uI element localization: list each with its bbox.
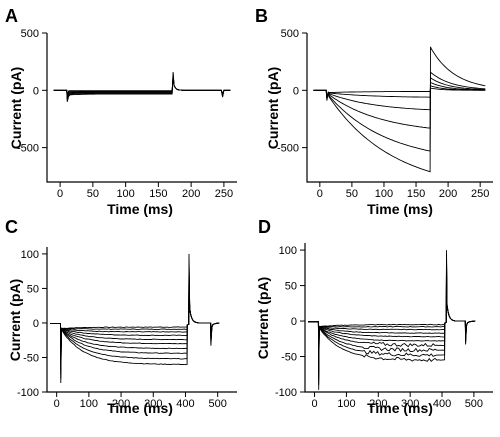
- y-axis-label: Current (pA): [8, 67, 24, 149]
- x-tick-label: 100: [116, 188, 134, 200]
- x-tick-label: 0: [57, 188, 63, 200]
- y-tick-label: 500: [21, 28, 39, 40]
- x-tick-label: 50: [346, 188, 358, 200]
- y-axis-label: Current (pA): [255, 277, 271, 359]
- panel-label: B: [255, 6, 268, 26]
- current-trace-5: [53, 73, 231, 101]
- panel-b: 500 0 -500 0 50 100 150 200 250 Time (ms) Current …: [255, 6, 493, 217]
- current-trace-4: [53, 74, 231, 100]
- y-tick-label: 0: [33, 318, 39, 330]
- current-trace-5: [308, 273, 476, 366]
- y-tick-label: 100: [21, 249, 39, 261]
- x-tick-label: 150: [407, 188, 425, 200]
- x-tick-label: 300: [144, 398, 162, 410]
- current-trace-6: [50, 272, 220, 366]
- current-trace-7: [308, 264, 476, 376]
- axis-lines: [46, 247, 237, 393]
- panel-a: 500 0 -500 0 50 100 150 200 250 Time (ms) Current …: [5, 6, 237, 217]
- x-tick-label: 400: [433, 398, 451, 410]
- current-trace-9: [308, 254, 476, 385]
- current-trace-4: [313, 76, 486, 129]
- x-axis-label: Time (ms): [107, 201, 173, 217]
- axis-lines: [304, 243, 493, 393]
- current-trace-6: [53, 71, 231, 102]
- x-axis-label: Time (ms): [107, 400, 173, 416]
- x-tick-label: 200: [439, 188, 457, 200]
- x-tick-label: 0: [317, 188, 323, 200]
- current-trace-8: [308, 259, 476, 380]
- y-tick-label: 50: [285, 281, 297, 293]
- x-axis-label: Time (ms): [367, 201, 433, 217]
- y-tick-label: 500: [281, 28, 299, 40]
- x-tick-label: 500: [465, 398, 483, 410]
- current-trace-10: [308, 250, 476, 390]
- y-tick-label: -100: [17, 387, 39, 399]
- x-tick-label: 150: [149, 188, 167, 200]
- x-axis-label: Time (ms): [367, 400, 433, 416]
- y-axis-label: Current (pA): [265, 67, 281, 149]
- y-tick-label: 100: [279, 245, 297, 257]
- y-tick-label: 0: [291, 316, 297, 328]
- current-trace-2: [50, 290, 220, 349]
- current-trace-10: [50, 253, 220, 384]
- current-trace-2: [313, 85, 486, 98]
- x-tick-label: 250: [471, 188, 489, 200]
- x-tick-label: 300: [401, 398, 419, 410]
- panel-label: A: [5, 6, 18, 26]
- current-trace-4: [308, 278, 476, 361]
- x-tick-label: 0: [311, 398, 317, 410]
- current-trace-6: [313, 46, 486, 173]
- axis-lines: [46, 33, 237, 183]
- x-tick-label: 0: [54, 398, 60, 410]
- x-tick-label: 200: [112, 398, 130, 410]
- current-trace-1: [308, 292, 476, 346]
- y-tick-label: -500: [277, 143, 299, 155]
- x-tick-label: 400: [176, 398, 194, 410]
- axis-lines: [306, 33, 493, 183]
- current-trace-1: [50, 295, 220, 345]
- x-tick-label: 200: [369, 398, 387, 410]
- panel-label: C: [5, 217, 18, 237]
- y-tick-label: 0: [293, 85, 299, 97]
- x-tick-label: 100: [337, 398, 355, 410]
- y-axis-label: Current (pA): [7, 279, 23, 361]
- x-tick-label: 500: [208, 398, 226, 410]
- current-trace-5: [313, 70, 486, 152]
- y-tick-label: 0: [33, 85, 39, 97]
- x-tick-label: 250: [215, 188, 233, 200]
- x-tick-label: 100: [80, 398, 98, 410]
- current-trace-9: [50, 258, 220, 379]
- x-tick-label: 200: [182, 188, 200, 200]
- current-trace-3: [313, 81, 486, 111]
- y-tick-label: -500: [17, 143, 39, 155]
- current-trace-5: [50, 276, 220, 362]
- x-tick-label: 50: [87, 188, 99, 200]
- y-tick-label: -50: [281, 352, 297, 364]
- y-tick-label: -100: [275, 387, 297, 399]
- y-tick-label: -50: [23, 352, 39, 364]
- panel-label: D: [258, 217, 271, 237]
- y-tick-label: 50: [27, 283, 39, 295]
- current-trace-7: [50, 267, 220, 371]
- current-trace-3: [308, 283, 476, 356]
- x-tick-label: 100: [375, 188, 393, 200]
